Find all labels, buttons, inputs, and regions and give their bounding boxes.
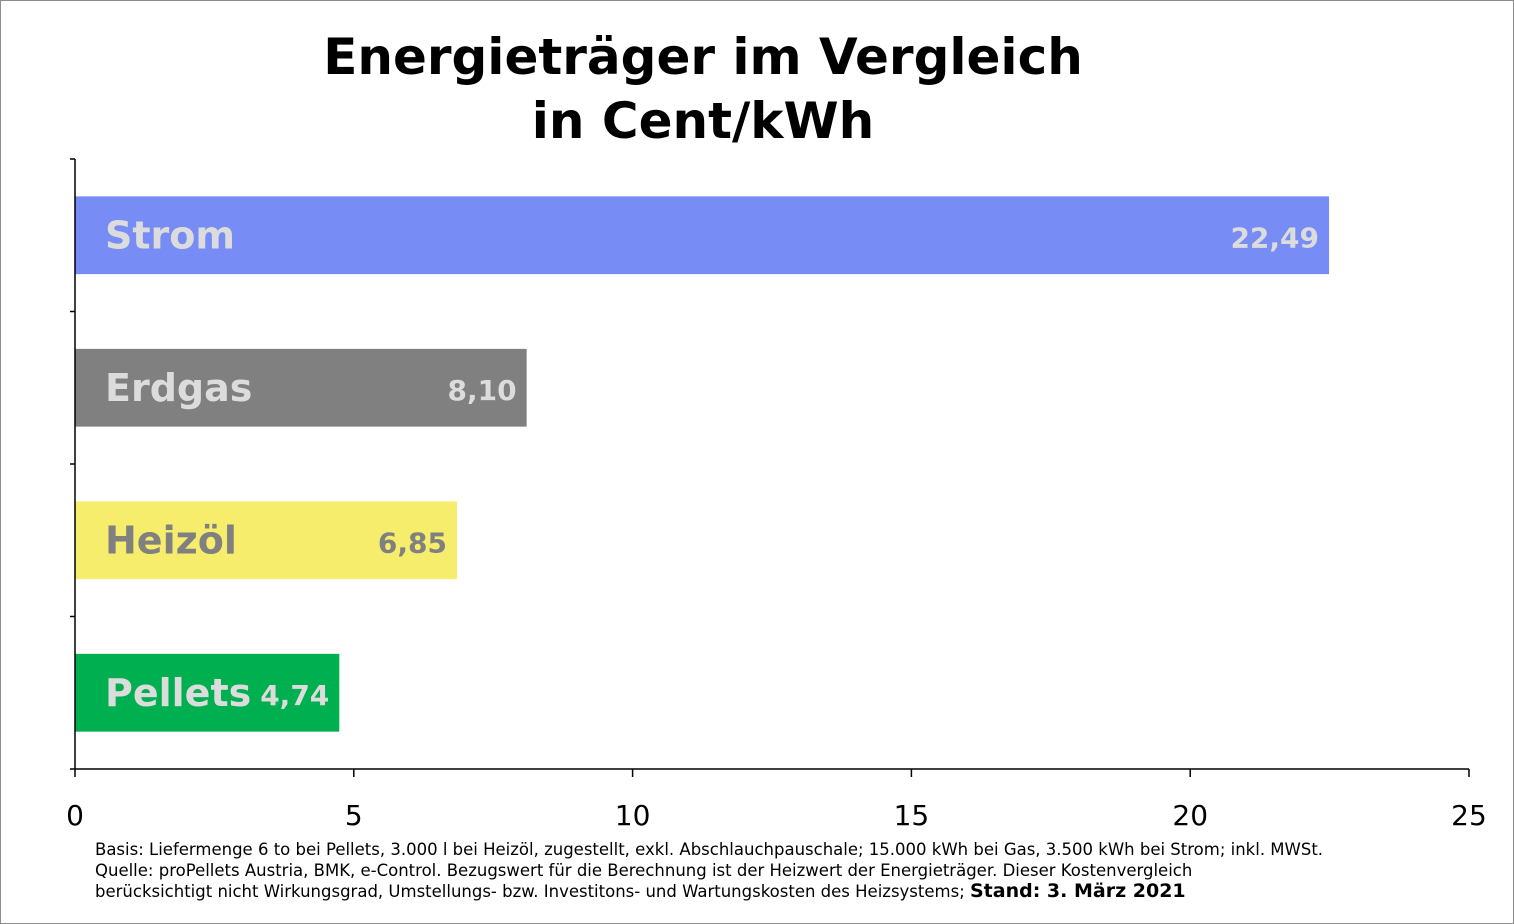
bar-label-pellets: Pellets [105,671,251,715]
x-tick-label-10: 10 [615,799,651,832]
footnote-stand: Stand: 3. März 2021 [970,880,1186,902]
bar-label-erdgas: Erdgas [105,366,252,410]
x-tick-label-5: 5 [345,799,363,832]
footnote-line-3: berücksichtigt nicht Wirkungsgrad, Umste… [95,881,1395,902]
footnote-line-3-text: berücksichtigt nicht Wirkungsgrad, Umste… [95,882,965,901]
bars-group: Strom 22,49 Erdgas 8,10 Heizöl 6,85 Pellets 4,7… [75,196,1330,732]
bar-value-pellets: 4,74 [260,679,329,712]
chart-title-line-1: Energieträger im Vergleich [323,28,1083,86]
bar-pellets [75,653,340,732]
chart-title-line-2: in Cent/kWh [532,92,875,150]
footnote-line-1: Basis: Liefermenge 6 to bei Pellets, 3.0… [95,840,1324,859]
footnote-line-2: Quelle: proPellets Austria, BMK, e-Contr… [95,861,1193,880]
bar-heiz-l [75,501,457,580]
bar-label-strom: Strom [105,213,235,257]
bar-label-heiz-l: Heizöl [105,518,237,562]
x-tick-label-20: 20 [1172,799,1208,832]
bar-strom [75,196,1330,275]
bar-value-heiz-l: 6,85 [378,526,447,559]
x-tick-label-0: 0 [66,799,84,832]
footnote: Basis: Liefermenge 6 to bei Pellets, 3.0… [95,839,1395,902]
x-tick-label-15: 15 [894,799,930,832]
bar-value-erdgas: 8,10 [448,374,517,407]
axes-group: 0 5 10 15 20 25 [66,158,1487,832]
bar-value-strom: 22,49 [1230,221,1319,254]
bar-erdgas [75,348,527,427]
x-tick-label-25: 25 [1451,799,1487,832]
